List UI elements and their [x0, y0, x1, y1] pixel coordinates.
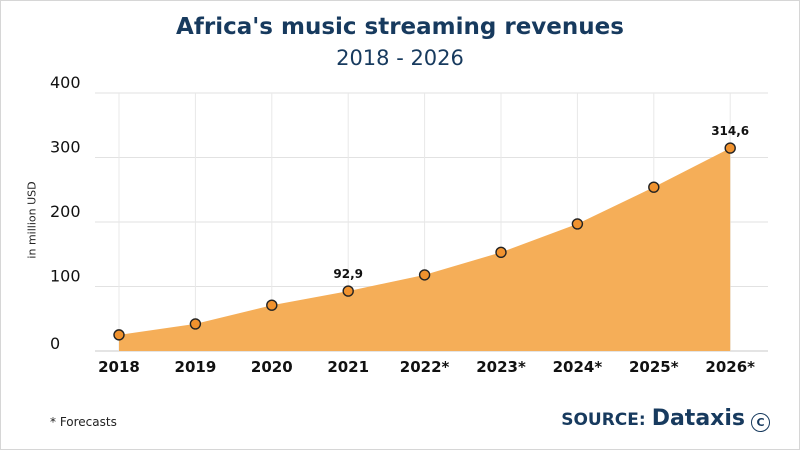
data-point — [418, 269, 431, 281]
y-tick-labels: 0 100 200 300 400 — [50, 73, 81, 353]
x-tick-label: 2018 — [98, 358, 140, 376]
data-point — [724, 142, 736, 154]
y-tick-label: 100 — [50, 267, 81, 286]
y-tick-label: 0 — [50, 334, 60, 353]
x-tick-labels: 2018 2019 2020 2021 2022* 2023* 2024* 2025* 2026… — [98, 358, 755, 376]
data-point — [342, 285, 354, 297]
x-tick-label: 2025* — [629, 358, 679, 376]
x-tick-label: 2023* — [476, 358, 526, 376]
source-label: SOURCE: — [561, 410, 646, 430]
data-label: 314,6 — [711, 124, 749, 138]
forecast-footnote: * Forecasts — [50, 415, 117, 429]
x-tick-label: 2024* — [553, 358, 603, 376]
x-tick-label: 2026* — [705, 358, 755, 376]
y-tick-label: 400 — [50, 73, 81, 92]
copyright-icon: C — [751, 413, 770, 432]
source-brand: Dataxis — [651, 406, 745, 431]
area-fill — [119, 148, 731, 351]
y-tick-label: 300 — [50, 138, 81, 157]
data-points — [113, 142, 736, 341]
data-point — [648, 181, 660, 193]
data-label: 92,9 — [333, 267, 363, 281]
chart-subtitle: 2018 - 2026 — [336, 46, 464, 70]
x-tick-label: 2021 — [327, 358, 369, 376]
data-point — [189, 318, 202, 330]
data-point — [571, 218, 584, 230]
chart-title: Africa's music streaming revenues — [176, 14, 624, 40]
x-tick-label: 2022* — [400, 358, 450, 376]
data-point — [113, 329, 125, 341]
area-series — [119, 148, 731, 351]
data-labels: 92,9 314,6 — [333, 124, 749, 281]
data-point — [266, 299, 278, 311]
x-tick-label: 2019 — [175, 358, 217, 376]
source-credit: SOURCE: Dataxis C — [561, 406, 770, 432]
data-point — [495, 246, 507, 259]
y-tick-label: 200 — [50, 202, 81, 221]
x-tick-label: 2020 — [251, 358, 293, 376]
